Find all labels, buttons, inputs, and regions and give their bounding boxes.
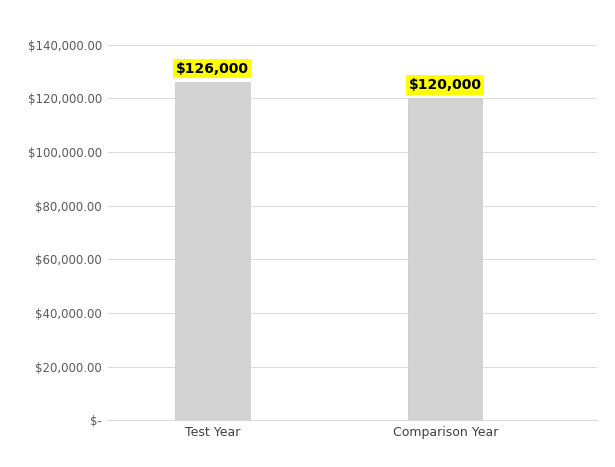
Text: $126,000: $126,000 xyxy=(176,62,249,76)
Bar xyxy=(408,99,483,420)
Text: $120,000: $120,000 xyxy=(409,78,482,92)
Bar xyxy=(175,82,250,420)
